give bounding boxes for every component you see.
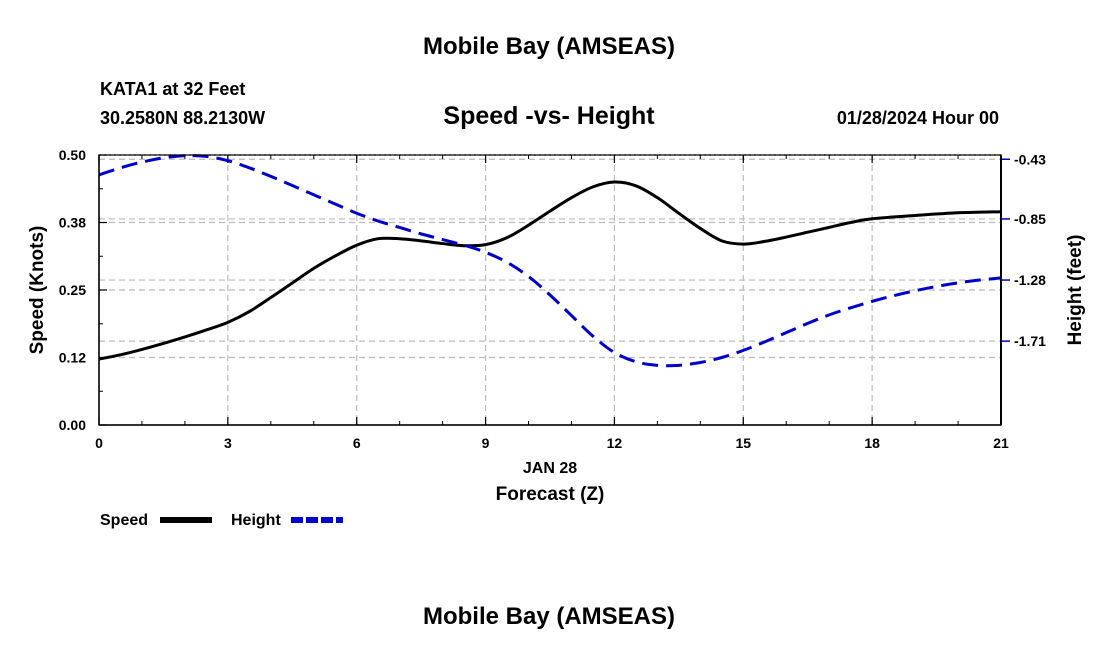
- y-right-tick-label: -0.85: [1014, 211, 1046, 227]
- station-coordinates: 30.2580N 88.2130W: [100, 108, 265, 128]
- x-tick-label: 6: [353, 435, 361, 451]
- series-line-height: [98, 154, 1002, 368]
- y-right-tick-label: -1.71: [1014, 333, 1046, 349]
- station-name: KATA1 at 32 Feet: [100, 79, 245, 99]
- left-axis-label: Speed (Knots): [27, 226, 48, 355]
- x-tick-label: 0: [95, 435, 103, 451]
- y-left-tick-label: 0.12: [59, 350, 86, 366]
- legend-label-height: Height: [231, 512, 281, 529]
- y-left-tick-label: 0.00: [59, 417, 86, 433]
- forecast-datetime: 01/28/2024 Hour 00: [837, 108, 999, 128]
- x-axis-label: Forecast (Z): [496, 484, 605, 505]
- x-tick-label: 15: [735, 435, 751, 451]
- chart-header-title: Mobile Bay (AMSEAS): [423, 33, 675, 60]
- y-left-tick-label: 0.38: [59, 215, 86, 231]
- y-right-tick-label: -0.43: [1014, 151, 1046, 167]
- footer-title: Mobile Bay (AMSEAS): [423, 603, 675, 630]
- data-series: [98, 154, 1002, 368]
- x-tick-label: 18: [864, 435, 880, 451]
- x-date-label: JAN 28: [523, 460, 577, 477]
- grid-lines: [99, 154, 1001, 425]
- tick-labels: 0 3 6 9 12 15 18 21 0.00 0.12 0.25 0.38 0.50 -0.43 -0.…: [59, 147, 1046, 451]
- x-tick-label: 12: [607, 435, 623, 451]
- right-axis-label: Height (feet): [1065, 235, 1086, 346]
- x-tick-label: 21: [993, 435, 1009, 451]
- y-left-tick-label: 0.50: [59, 147, 86, 163]
- y-right-tick-label: -1.28: [1014, 272, 1046, 288]
- chart-title: Speed -vs- Height: [443, 102, 655, 130]
- legend: Speed Height: [100, 512, 343, 529]
- x-tick-label: 9: [482, 435, 490, 451]
- legend-label-speed: Speed: [100, 512, 148, 529]
- x-tick-label: 3: [224, 435, 232, 451]
- series-line-speed: [98, 180, 1002, 361]
- y-left-tick-label: 0.25: [59, 282, 86, 298]
